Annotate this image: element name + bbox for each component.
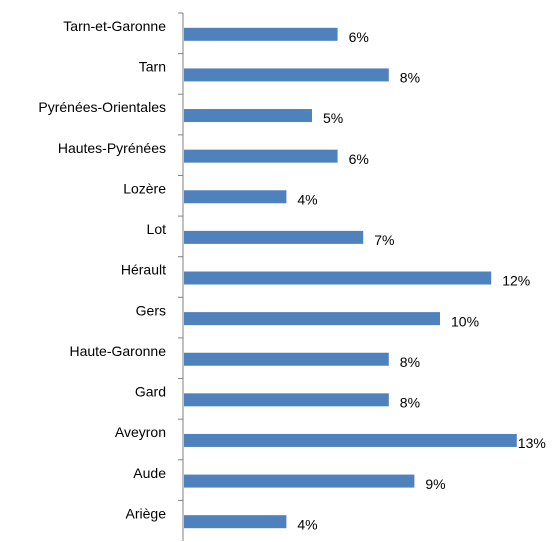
category-label: Gard (135, 384, 166, 400)
bar (184, 149, 338, 163)
bar (184, 515, 287, 529)
bar (184, 27, 338, 41)
value-label: 6% (349, 151, 369, 167)
bar (184, 230, 364, 244)
category-label: Hérault (121, 262, 166, 278)
category-label: Tarn-et-Garonne (63, 18, 166, 34)
category-label: Gers (136, 302, 166, 318)
bar (184, 312, 440, 326)
value-label: 4% (297, 191, 317, 207)
category-label: Pyrénées-Orientales (38, 99, 166, 115)
value-label: 10% (451, 313, 479, 329)
value-label: 13% (518, 435, 546, 451)
value-label: 4% (297, 516, 317, 532)
bar (184, 68, 389, 82)
bar (184, 433, 517, 447)
value-label: 9% (425, 476, 445, 492)
bar (184, 271, 492, 285)
value-label: 6% (349, 29, 369, 45)
bar (184, 352, 389, 366)
value-label: 8% (400, 70, 420, 86)
labels-layer: Ariège 4% Aude 9% Aveyron 13% Gard 8% Haute-Garo… (38, 18, 545, 532)
category-label: Haute-Garonne (69, 343, 166, 359)
category-label: Ariège (126, 505, 167, 521)
bar (184, 393, 389, 407)
bar (184, 190, 287, 204)
category-label: Hautes-Pyrénées (58, 140, 166, 156)
value-label: 12% (502, 273, 530, 289)
category-label: Lot (147, 221, 167, 237)
category-label: Lozère (123, 180, 166, 196)
bars-layer (184, 27, 517, 529)
value-label: 7% (374, 232, 394, 248)
value-label: 8% (400, 354, 420, 370)
bar (184, 474, 415, 488)
value-label: 8% (400, 395, 420, 411)
value-label: 5% (323, 110, 343, 126)
category-label: Aude (133, 465, 166, 481)
category-label: Aveyron (115, 424, 166, 440)
category-label: Tarn (139, 59, 166, 75)
bar (184, 109, 312, 123)
axis-layer (178, 12, 184, 541)
